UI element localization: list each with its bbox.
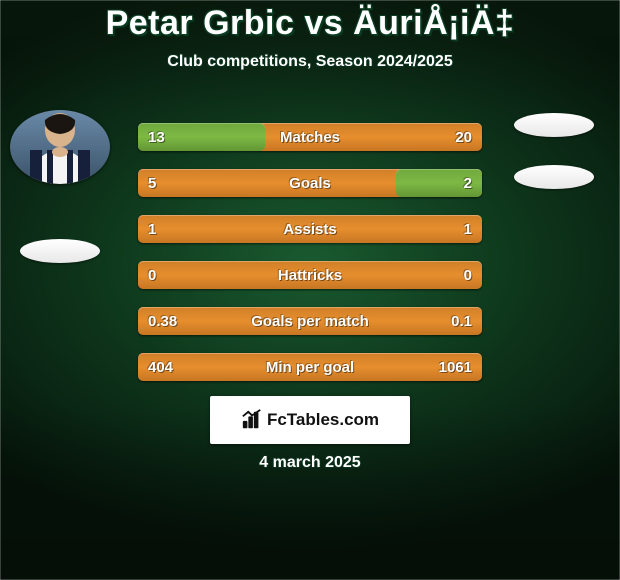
- stat-row: 404Min per goal1061: [138, 353, 482, 381]
- stat-label: Goals: [138, 169, 482, 197]
- player-right-club-badge-1: [514, 113, 594, 137]
- stat-value-right: 0: [464, 261, 472, 289]
- stat-value-right: 20: [455, 123, 472, 151]
- player-right-area: [499, 110, 609, 189]
- stat-row: 5Goals2: [138, 169, 482, 197]
- watermark: FcTables.com: [210, 396, 410, 444]
- subtitle: Club competitions, Season 2024/2025: [0, 53, 620, 71]
- stat-row: 0.38Goals per match0.1: [138, 307, 482, 335]
- player-photo-svg: [10, 110, 110, 184]
- chart-icon: [241, 409, 263, 431]
- player-left-photo: [10, 110, 110, 184]
- date: 4 march 2025: [0, 454, 620, 472]
- page-title: Petar Grbic vs ÄuriÅ¡iÄ‡: [0, 0, 620, 43]
- stat-value-right: 1061: [439, 353, 472, 381]
- stats-bars: 13Matches20 5Goals2 1Assists1 0Hattricks0 0.…: [138, 123, 482, 399]
- player-left-area: [5, 110, 115, 263]
- watermark-text: FcTables.com: [267, 410, 379, 430]
- stat-label: Matches: [138, 123, 482, 151]
- stat-row: 13Matches20: [138, 123, 482, 151]
- player-left-club-badge: [20, 239, 100, 263]
- stat-label: Goals per match: [138, 307, 482, 335]
- stat-row: 1Assists1: [138, 215, 482, 243]
- stat-label: Min per goal: [138, 353, 482, 381]
- stat-label: Assists: [138, 215, 482, 243]
- stat-value-right: 1: [464, 215, 472, 243]
- stat-value-right: 0.1: [451, 307, 472, 335]
- player-right-club-badge-2: [514, 165, 594, 189]
- stat-label: Hattricks: [138, 261, 482, 289]
- stat-row: 0Hattricks0: [138, 261, 482, 289]
- stat-value-right: 2: [464, 169, 472, 197]
- container: Petar Grbic vs ÄuriÅ¡iÄ‡ Club competitio…: [0, 0, 620, 580]
